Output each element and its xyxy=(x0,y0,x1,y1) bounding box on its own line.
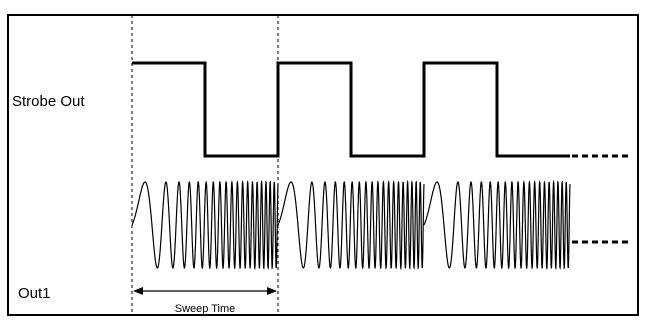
strobe-out-label: Strobe Out xyxy=(12,93,85,110)
sweep-segment-2 xyxy=(277,179,425,271)
sweep-time-arrow-left xyxy=(133,287,143,295)
strobe-out-waveform xyxy=(132,61,570,158)
sweep-time-label: Sweep Time xyxy=(175,303,236,315)
out1-waveform xyxy=(131,179,571,271)
sweep-segment-3 xyxy=(423,179,571,271)
diagram-frame xyxy=(7,14,639,316)
sweep-time-arrow-right xyxy=(267,287,277,295)
out1-label: Out1 xyxy=(18,285,51,302)
sweep-segment-1 xyxy=(131,179,279,271)
